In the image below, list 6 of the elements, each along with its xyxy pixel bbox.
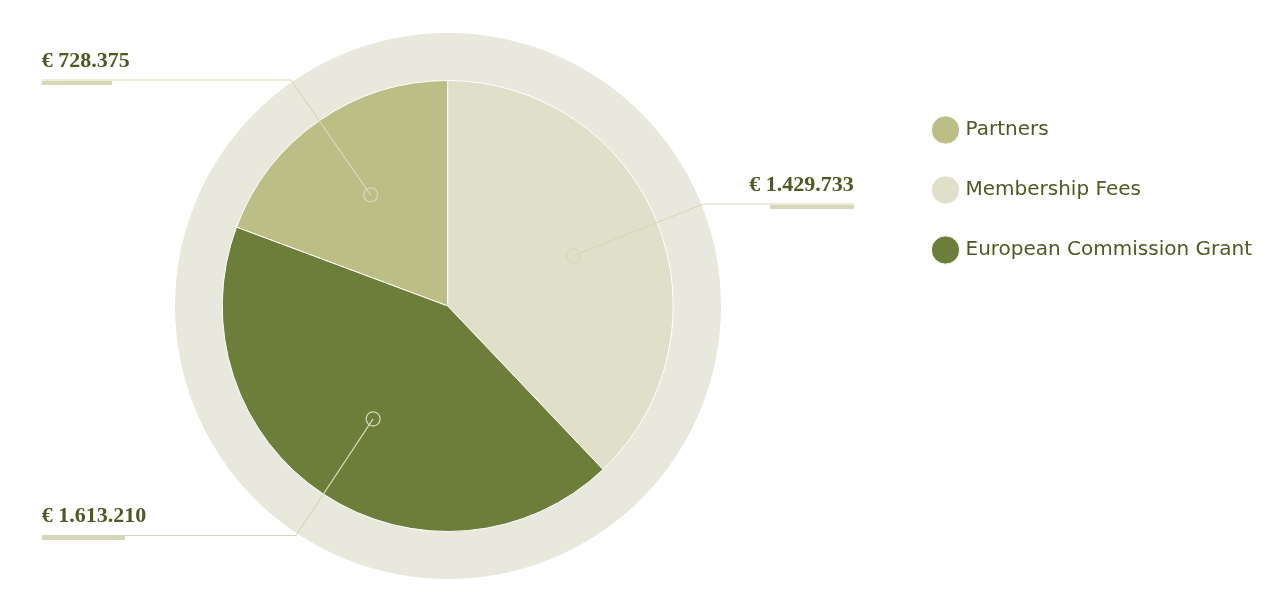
data-label: € 728.375: [41, 46, 130, 72]
legend-label: European Commission Grant: [965, 236, 1253, 261]
data-label: € 1.429.733: [749, 170, 854, 196]
legend-label: Membership Fees: [965, 176, 1141, 201]
legend-label: Partners: [965, 116, 1049, 141]
data-label: € 1.613.210: [41, 502, 147, 528]
